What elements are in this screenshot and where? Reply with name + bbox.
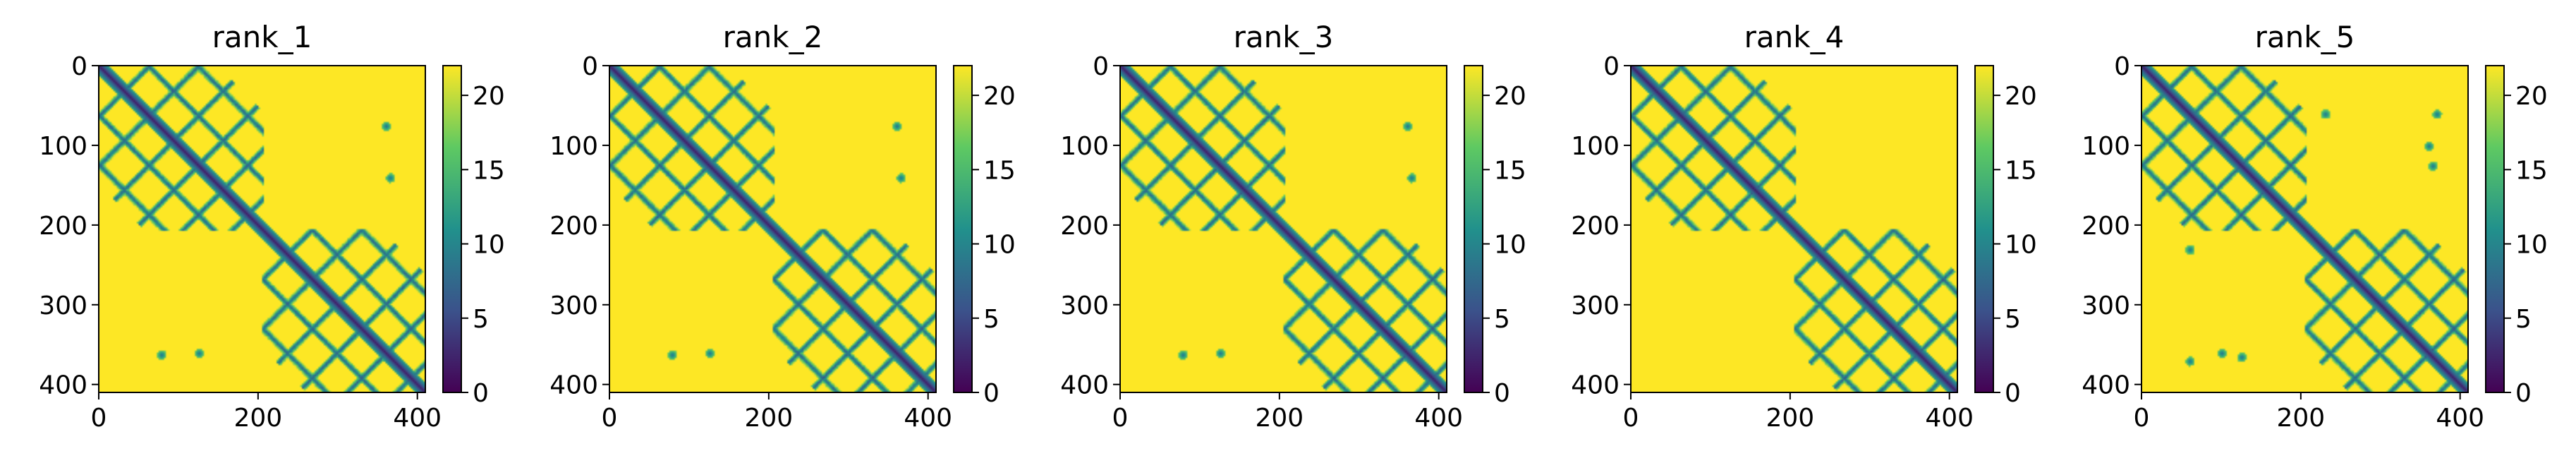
colorbar (953, 65, 973, 393)
y-tick-label: 300 (1571, 291, 1620, 320)
colorbar-tick-label: 0 (2005, 379, 2021, 408)
heatmap-frame (609, 65, 937, 393)
colorbar (1974, 65, 1994, 393)
colorbar-tick-label: 15 (2005, 156, 2037, 185)
x-tick-label: 400 (1925, 404, 1974, 433)
y-tick-label: 300 (1060, 291, 1109, 320)
colorbar-tick-label: 15 (2515, 156, 2548, 185)
colorbar (1464, 65, 1483, 393)
x-tick-label: 400 (904, 404, 952, 433)
y-tick-label: 300 (549, 291, 598, 320)
colorbar-tick-label: 10 (473, 231, 505, 260)
colorbar-tick-label: 10 (983, 231, 1016, 260)
y-tick-label: 200 (1060, 212, 1109, 241)
heatmap-frame (2141, 65, 2469, 393)
y-tick-label: 0 (1603, 52, 1620, 81)
x-tick-label: 400 (2436, 404, 2484, 433)
y-tick-label: 400 (549, 371, 598, 400)
y-tick-label: 200 (549, 212, 598, 241)
panel-title: rank_4 (1744, 20, 1845, 54)
x-tick-label: 200 (1255, 404, 1304, 433)
y-tick-label: 200 (2082, 212, 2130, 241)
heatmap-frame (1119, 65, 1447, 393)
colorbar-tick-label: 15 (983, 156, 1016, 185)
x-tick-label: 200 (744, 404, 793, 433)
colorbar-tick-label: 5 (2515, 305, 2532, 334)
y-tick-label: 0 (71, 52, 87, 81)
heatmap-image (2141, 66, 2468, 392)
y-tick-label: 0 (1093, 52, 1109, 81)
y-tick-label: 100 (39, 132, 87, 161)
y-tick-label: 400 (2082, 371, 2130, 400)
y-tick-label: 200 (1571, 212, 1620, 241)
colorbar-tick-label: 5 (473, 305, 489, 334)
colorbar-tick-label: 20 (1494, 82, 1526, 111)
y-tick-label: 0 (582, 52, 598, 81)
heatmap-image (99, 66, 425, 392)
colorbar-tick-label: 15 (473, 156, 505, 185)
y-tick-label: 0 (2114, 52, 2130, 81)
heatmap-image (609, 66, 936, 392)
y-tick-label: 100 (2082, 132, 2130, 161)
heatmap-frame (98, 65, 426, 393)
colorbar-tick-label: 0 (473, 379, 489, 408)
y-tick-label: 400 (39, 371, 87, 400)
colorbar-tick-label: 5 (2005, 305, 2021, 334)
x-tick-label: 0 (2134, 404, 2150, 433)
x-tick-label: 400 (1414, 404, 1463, 433)
x-tick-label: 0 (602, 404, 618, 433)
colorbar-tick-label: 0 (1494, 379, 1510, 408)
heatmap-image (1631, 66, 1957, 392)
colorbar-tick-label: 20 (473, 82, 505, 111)
heatmap-frame (1630, 65, 1958, 393)
colorbar-tick-label: 0 (2515, 379, 2532, 408)
colorbar-tick-label: 5 (983, 305, 1000, 334)
x-tick-label: 0 (91, 404, 107, 433)
heatmap-image (1120, 66, 1447, 392)
panel-title: rank_2 (723, 20, 823, 54)
y-tick-label: 400 (1060, 371, 1109, 400)
y-tick-label: 100 (1571, 132, 1620, 161)
y-tick-label: 300 (39, 291, 87, 320)
x-tick-label: 0 (1623, 404, 1639, 433)
x-tick-label: 200 (233, 404, 282, 433)
x-tick-label: 200 (1766, 404, 1814, 433)
colorbar-tick-label: 5 (1494, 305, 1510, 334)
y-tick-label: 100 (1060, 132, 1109, 161)
colorbar-tick-label: 15 (1494, 156, 1526, 185)
panel-title: rank_5 (2255, 20, 2355, 54)
colorbar-tick-label: 10 (2005, 231, 2037, 260)
y-tick-label: 400 (1571, 371, 1620, 400)
colorbar-tick-label: 0 (983, 379, 1000, 408)
y-tick-label: 100 (549, 132, 598, 161)
colorbar-tick-label: 20 (2005, 82, 2037, 111)
colorbar-tick-label: 20 (2515, 82, 2548, 111)
y-tick-label: 200 (39, 212, 87, 241)
colorbar-tick-label: 20 (983, 82, 1016, 111)
x-tick-label: 200 (2276, 404, 2325, 433)
y-tick-label: 300 (2082, 291, 2130, 320)
panel-title: rank_1 (212, 20, 312, 54)
x-tick-label: 400 (393, 404, 442, 433)
colorbar (2485, 65, 2505, 393)
x-tick-label: 0 (1112, 404, 1129, 433)
colorbar (442, 65, 462, 393)
colorbar-tick-label: 10 (2515, 231, 2548, 260)
colorbar-tick-label: 10 (1494, 231, 1526, 260)
panel-title: rank_3 (1234, 20, 1334, 54)
